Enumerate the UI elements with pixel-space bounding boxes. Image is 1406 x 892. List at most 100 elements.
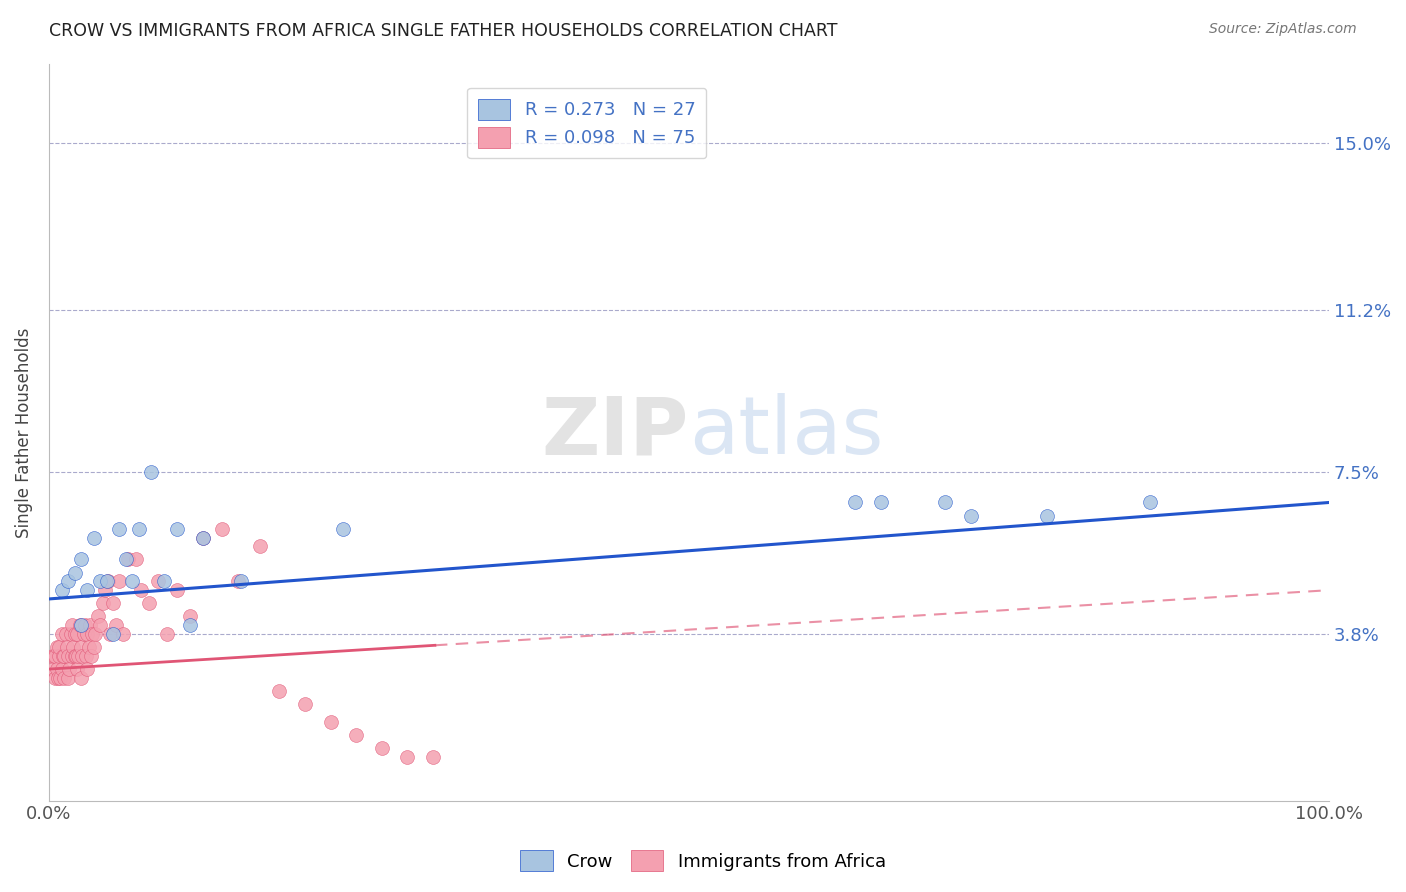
Point [67, 648, 90, 663]
Point [96, 574, 118, 589]
Point [228, 574, 250, 589]
Text: CROW VS IMMIGRANTS FROM AFRICA SINGLE FATHER HOUSEHOLDS CORRELATION CHART: CROW VS IMMIGRANTS FROM AFRICA SINGLE FA… [49, 22, 838, 40]
Point [108, 574, 131, 589]
Point [100, 627, 122, 641]
Point [332, 522, 354, 536]
Point [94, 583, 117, 598]
Point [166, 583, 188, 598]
Point [249, 539, 271, 553]
Point [66, 627, 89, 641]
Point [191, 531, 214, 545]
Point [844, 495, 866, 509]
Point [44, 648, 66, 663]
Point [73, 618, 96, 632]
Point [1139, 495, 1161, 509]
Point [83, 531, 105, 545]
Point [101, 627, 124, 641]
Point [77, 640, 100, 655]
Point [422, 749, 444, 764]
Point [70, 671, 93, 685]
Point [72, 627, 94, 641]
Point [91, 596, 114, 610]
Point [79, 618, 101, 632]
Point [141, 465, 163, 479]
Point [72, 648, 94, 663]
Point [82, 627, 104, 641]
Point [80, 648, 103, 663]
Point [60, 648, 83, 663]
Point [89, 574, 111, 589]
Point [97, 574, 120, 589]
Point [121, 574, 143, 589]
Point [211, 522, 233, 536]
Point [117, 552, 139, 566]
Point [42, 662, 65, 676]
Point [76, 583, 98, 598]
Legend: Crow, Immigrants from Africa: Crow, Immigrants from Africa [513, 843, 893, 879]
Point [58, 662, 80, 676]
Point [1036, 508, 1059, 523]
Point [84, 627, 107, 641]
Point [45, 662, 67, 676]
Point [65, 648, 87, 663]
Point [128, 522, 150, 536]
Text: atlas: atlas [689, 393, 883, 471]
Point [396, 749, 419, 764]
Point [156, 627, 179, 641]
Y-axis label: Single Father Households: Single Father Households [15, 327, 32, 538]
Point [51, 583, 73, 598]
Point [125, 552, 148, 566]
Point [60, 618, 83, 632]
Point [52, 648, 75, 663]
Point [63, 648, 86, 663]
Point [63, 627, 86, 641]
Legend: R = 0.273   N = 27, R = 0.098   N = 75: R = 0.273 N = 27, R = 0.098 N = 75 [467, 87, 706, 159]
Point [146, 574, 169, 589]
Point [959, 508, 981, 523]
Point [86, 609, 108, 624]
Point [104, 618, 127, 632]
Text: ZIP: ZIP [541, 393, 689, 471]
Point [62, 640, 84, 655]
Point [45, 640, 67, 655]
Point [75, 648, 97, 663]
Point [66, 662, 89, 676]
Point [114, 552, 136, 566]
Point [70, 640, 93, 655]
Point [49, 671, 72, 685]
Point [76, 662, 98, 676]
Point [870, 495, 893, 509]
Point [46, 671, 69, 685]
Point [48, 640, 70, 655]
Point [44, 671, 66, 685]
Point [70, 552, 93, 566]
Point [138, 596, 160, 610]
Point [108, 522, 131, 536]
Point [51, 662, 73, 676]
Point [63, 566, 86, 580]
Point [179, 618, 201, 632]
Point [59, 627, 82, 641]
Point [153, 574, 176, 589]
Point [371, 741, 394, 756]
Point [319, 714, 342, 729]
Point [191, 531, 214, 545]
Point [269, 684, 291, 698]
Point [56, 640, 79, 655]
Point [53, 671, 76, 685]
Point [101, 596, 124, 610]
Point [48, 648, 70, 663]
Point [69, 618, 91, 632]
Point [55, 627, 77, 641]
Point [51, 627, 73, 641]
Point [179, 609, 201, 624]
Point [53, 648, 76, 663]
Point [934, 495, 956, 509]
Point [129, 583, 152, 598]
Point [76, 627, 98, 641]
Point [42, 648, 65, 663]
Point [41, 648, 63, 663]
Point [56, 671, 79, 685]
Point [229, 574, 252, 589]
Point [70, 618, 93, 632]
